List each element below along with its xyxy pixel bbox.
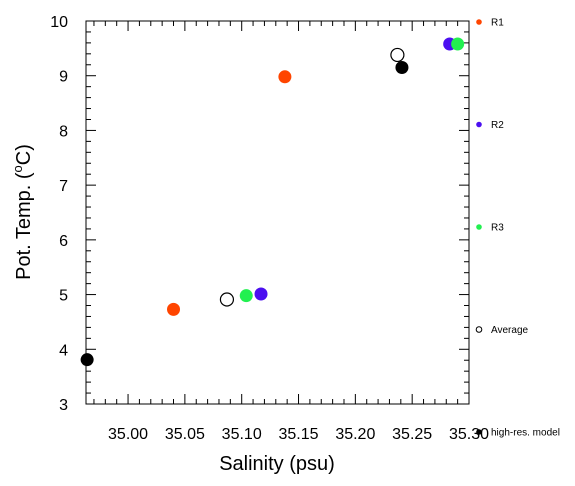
x-tick-label: 35.20 xyxy=(335,426,375,443)
point-average xyxy=(390,47,405,63)
point-high-res-model xyxy=(80,353,94,367)
legend-label-high-res-model: high-res. model xyxy=(491,428,560,439)
x-tick-label: 35.10 xyxy=(222,426,262,443)
x-tick-label: 35.25 xyxy=(392,426,432,443)
point-r3 xyxy=(239,289,253,303)
y-axis-title: Pot. Temp. (oC) xyxy=(10,144,35,280)
point-average xyxy=(219,292,235,307)
y-axis-title-main: Pot. Temp. ( xyxy=(13,172,35,280)
legend-marker-r1 xyxy=(476,19,482,25)
point-r3 xyxy=(451,37,465,51)
point-r1 xyxy=(167,302,181,316)
y-tick-label: 9 xyxy=(59,69,68,86)
y-axis-title-superscript: o xyxy=(10,165,25,172)
legend-marker-r3 xyxy=(476,224,482,230)
x-tick-label: 35.05 xyxy=(165,426,205,443)
legend-marker-average xyxy=(475,326,483,333)
legend-marker-r2 xyxy=(476,121,482,128)
y-tick-label: 5 xyxy=(59,288,68,305)
y-axis-ticks: 3 4 5 6 7 8 9 10 xyxy=(50,14,469,414)
data-points xyxy=(80,37,465,367)
y-tick-label: 3 xyxy=(59,397,68,414)
x-tick-label: 35.15 xyxy=(279,426,319,443)
point-r1 xyxy=(278,70,292,84)
x-tick-label: 35.30 xyxy=(449,426,489,443)
legend: R1 R2 R3 Average high-res. model xyxy=(475,18,560,439)
y-tick-label: 8 xyxy=(59,123,68,140)
legend-label-r3: R3 xyxy=(491,223,504,234)
y-tick-label: 4 xyxy=(59,342,68,359)
y-tick-label: 10 xyxy=(50,14,68,31)
x-axis-title: Salinity (psu) xyxy=(219,453,335,475)
x-tick-label: 35.00 xyxy=(108,426,148,443)
legend-label-average: Average xyxy=(491,325,529,336)
x-axis-ticks: 35.00 35.05 35.10 35.15 35.20 35.25 35.30 xyxy=(93,21,489,443)
y-axis-title-end: C) xyxy=(13,144,35,165)
point-high-res-model xyxy=(395,61,409,75)
point-r2 xyxy=(254,287,268,301)
legend-marker-high-res-model xyxy=(476,429,482,435)
legend-label-r1: R1 xyxy=(491,18,504,29)
y-tick-label: 6 xyxy=(59,233,68,250)
plot-area xyxy=(85,20,470,405)
y-tick-label: 7 xyxy=(59,178,68,195)
legend-label-r2: R2 xyxy=(491,120,504,131)
